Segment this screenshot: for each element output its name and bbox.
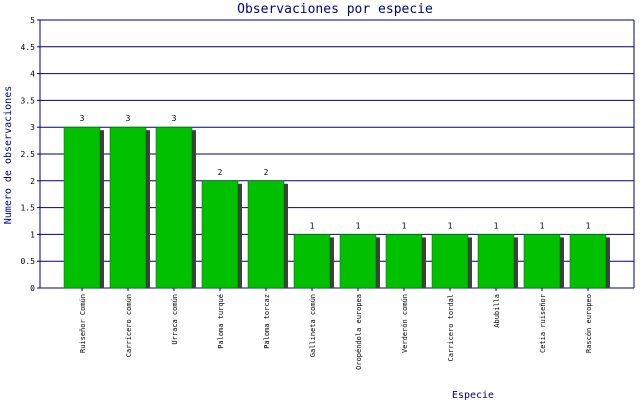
bar-shadow — [606, 237, 610, 288]
bar-value-label: 1 — [586, 221, 591, 230]
x-tick-label: Verderón común — [401, 294, 409, 353]
bar-shadow — [284, 183, 288, 288]
y-tick-label: 4 — [30, 70, 35, 79]
x-tick-label: Urraca común — [171, 294, 179, 345]
y-tick-label: 2 — [30, 177, 35, 186]
y-tick-label: 2.5 — [21, 150, 36, 159]
y-tick-label: 3.5 — [21, 96, 36, 105]
bar-value-label: 1 — [494, 221, 499, 230]
y-axis-ticks: 0 0.5 1 1.5 2 2.5 3 3.5 4 4.5 5 — [21, 16, 40, 293]
x-axis-title: Especie — [452, 390, 494, 400]
bar-value-label: 2 — [264, 168, 269, 177]
bar — [247, 180, 285, 289]
x-axis-ticks: Ruiseñor Común Carricero común Urraca comú… — [79, 288, 593, 370]
bar-value-label: 3 — [172, 114, 177, 123]
x-tick-label: Ruiseñor Común — [79, 294, 87, 353]
y-tick-label: 0 — [30, 284, 35, 293]
bar — [339, 234, 377, 289]
bar — [63, 126, 101, 289]
bar-value-label: 1 — [356, 221, 361, 230]
x-tick-label: Oropéndola europea — [355, 294, 363, 370]
bar-shadow — [422, 237, 426, 288]
y-tick-label: 1.5 — [21, 204, 36, 213]
x-tick-label: Gallineta común — [309, 294, 317, 357]
x-tick-label: Abubilla — [493, 294, 501, 328]
bar-value-label: 3 — [80, 114, 85, 123]
bar — [155, 126, 193, 289]
bar-shadow — [100, 130, 104, 288]
x-tick-label: Cetia ruiseñor — [539, 294, 547, 353]
bar-value-label: 1 — [448, 221, 453, 230]
x-tick-label: Paloma turqué — [217, 294, 225, 349]
bar-shadow — [468, 237, 472, 288]
x-tick-label: Paloma torcaz — [263, 294, 271, 349]
bar-value-label: 1 — [540, 221, 545, 230]
bar-shadow — [376, 237, 380, 288]
y-tick-label: 4.5 — [21, 43, 36, 52]
bar-shadow — [514, 237, 518, 288]
bar-shadow — [330, 237, 334, 288]
bar — [431, 234, 469, 289]
bar — [523, 234, 561, 289]
chart-title: Observaciones por especie — [237, 2, 433, 17]
y-tick-label: 3 — [30, 123, 35, 132]
bar-shadow — [146, 130, 150, 288]
bar — [109, 126, 147, 289]
x-tick-label: Carricero común — [125, 294, 133, 357]
bar — [293, 234, 331, 289]
bar — [201, 180, 239, 289]
y-tick-label: 5 — [30, 16, 35, 25]
bar — [385, 234, 423, 289]
bar — [569, 234, 607, 289]
x-tick-label: Carricero tordal — [447, 294, 455, 361]
bar-shadow — [238, 183, 242, 288]
bar-value-label: 3 — [126, 114, 131, 123]
x-tick-label: Rascón europeo — [585, 294, 593, 353]
bar-value-label: 1 — [402, 221, 407, 230]
bar — [477, 234, 515, 289]
y-tick-label: 1 — [30, 230, 35, 239]
bar-shadow — [560, 237, 564, 288]
bar-shadow — [192, 130, 196, 288]
bar-value-label: 1 — [310, 221, 315, 230]
y-tick-label: 0.5 — [21, 257, 36, 266]
y-axis-title: Numero de observaciones — [3, 86, 14, 224]
bar-value-label: 2 — [218, 168, 223, 177]
bars: 3 3 3 2 2 1 1 1 1 1 1 1 — [63, 114, 610, 289]
